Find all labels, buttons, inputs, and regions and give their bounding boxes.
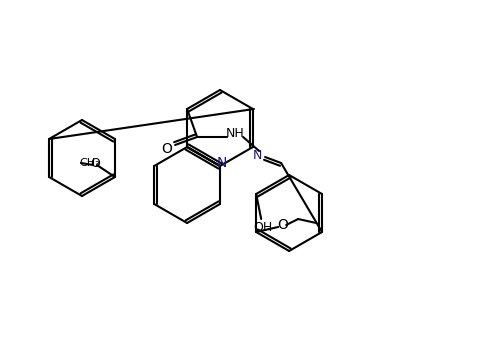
Text: O: O bbox=[162, 142, 173, 156]
Text: O: O bbox=[278, 218, 289, 232]
Text: OH: OH bbox=[253, 221, 273, 233]
Text: NH: NH bbox=[226, 126, 245, 140]
Text: N: N bbox=[252, 149, 262, 161]
Text: N: N bbox=[217, 156, 227, 170]
Text: CH₃: CH₃ bbox=[79, 158, 100, 168]
Text: O: O bbox=[90, 156, 100, 170]
